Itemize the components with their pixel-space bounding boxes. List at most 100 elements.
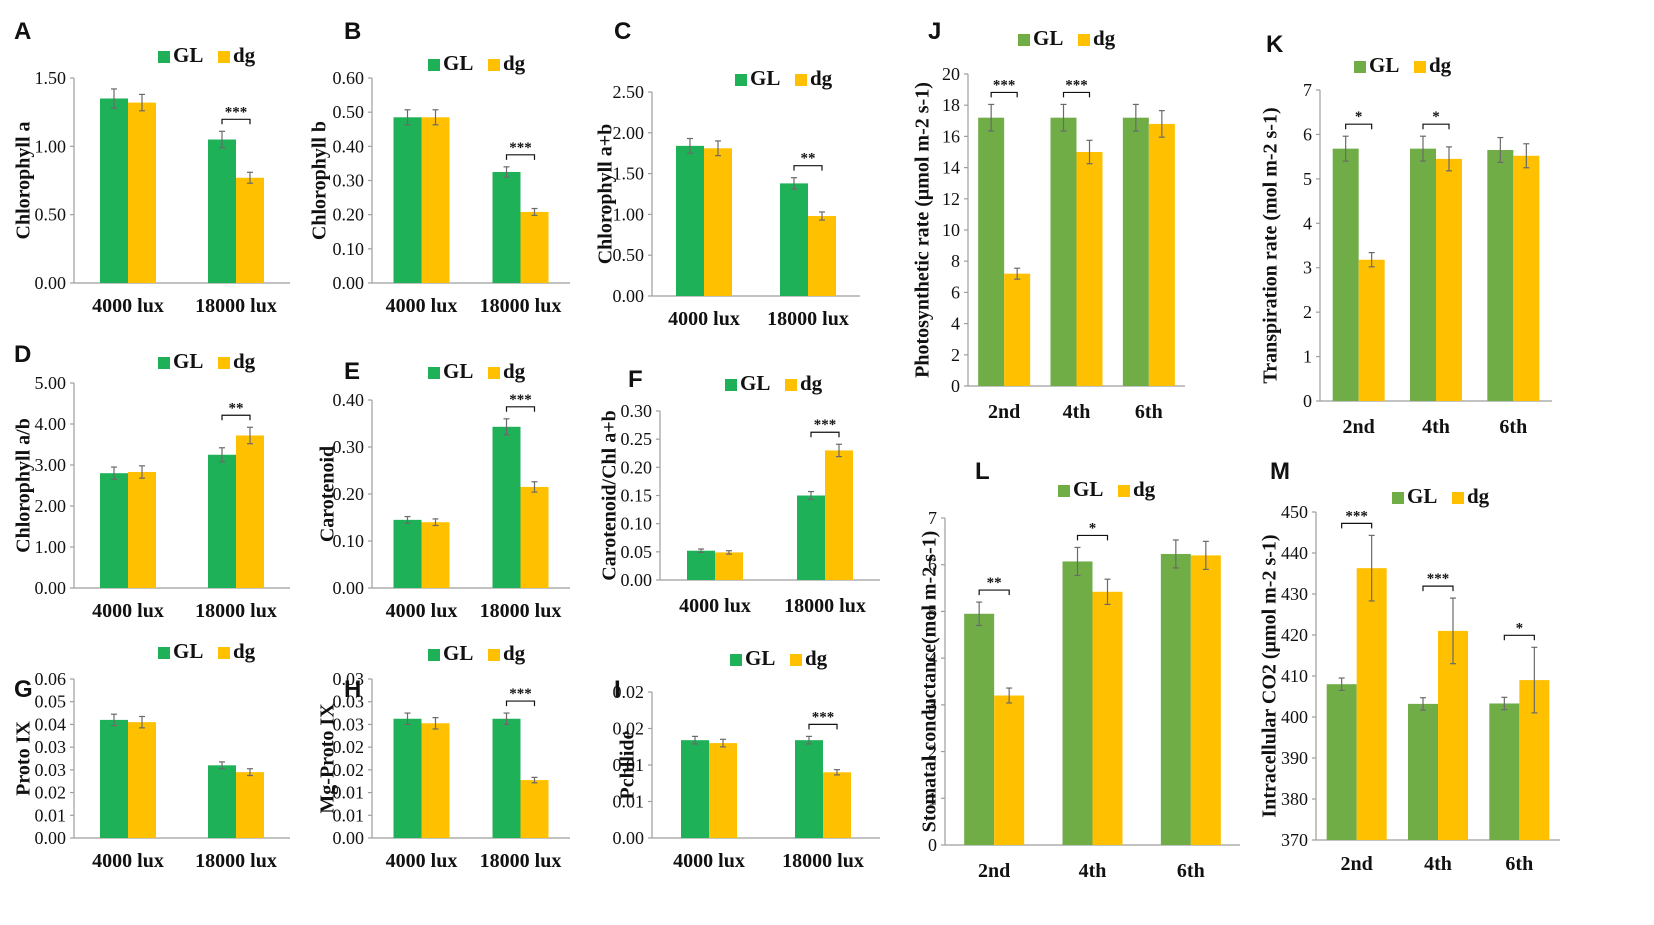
bar-gl: [100, 719, 128, 838]
legend-label-gl: GL: [173, 43, 203, 67]
legend-label-gl: GL: [443, 641, 473, 665]
significance-bracket: [505, 406, 536, 412]
bar-gl: [1160, 553, 1191, 845]
y-tick-label: 0.01: [613, 792, 645, 812]
y-tick-label: 0.01: [35, 805, 67, 825]
bar-gl: [208, 139, 236, 283]
bar-gl: [1487, 149, 1514, 401]
y-tick-label: 410: [1281, 666, 1308, 686]
x-category-label: 4th: [1422, 416, 1450, 438]
y-tick-label: 0.40: [333, 136, 365, 156]
y-axis-title: Mg-Proto IX: [317, 703, 339, 814]
bar-gl: [1050, 117, 1077, 387]
bar-dg: [1004, 273, 1031, 386]
legend-swatch-gl: [1354, 61, 1366, 73]
significance-mark: ***: [509, 392, 532, 408]
y-tick-label: 3.00: [35, 455, 67, 475]
bar-gl: [676, 145, 704, 296]
y-tick-label: 450: [1281, 502, 1308, 522]
y-tick-label: 0.30: [333, 171, 365, 191]
significance-bracket: [1422, 585, 1454, 592]
y-tick-label: 8: [951, 251, 960, 271]
y-tick-label: 420: [1281, 625, 1308, 645]
legend-swatch-dg: [488, 367, 500, 379]
legend-label-dg: dg: [1429, 53, 1452, 77]
bar-dg: [236, 177, 264, 283]
y-axis-title: Chlorophyll b: [309, 121, 331, 240]
legend: GL dg: [730, 646, 828, 670]
significance-bracket: [221, 118, 251, 125]
y-tick-label: 0.00: [35, 273, 67, 293]
bar-gl: [1122, 117, 1149, 387]
y-tick-label: 390: [1281, 748, 1308, 768]
x-category-label: 6th: [1505, 853, 1533, 875]
y-tick-label: 0.03: [35, 760, 67, 780]
y-tick-label: 0.03: [333, 714, 365, 734]
bar-gl: [797, 495, 825, 580]
x-category-label: 4th: [1079, 860, 1107, 882]
bar-dg: [1190, 555, 1221, 845]
significance-mark: ***: [509, 686, 532, 702]
legend-swatch-gl: [730, 654, 742, 666]
significance-bracket: [1341, 522, 1373, 529]
legend-swatch-gl: [1058, 485, 1070, 497]
y-tick-label: 0.04: [35, 714, 67, 734]
y-tick-label: 2: [951, 345, 960, 365]
y-tick-label: 2: [928, 742, 937, 762]
bar-dg: [1436, 158, 1462, 401]
bar-gl: [1326, 684, 1357, 840]
legend-label-dg: dg: [1133, 477, 1156, 501]
legend-label-gl: GL: [443, 359, 473, 383]
bar-dg: [1356, 568, 1387, 840]
bar-gl: [208, 454, 236, 588]
legend-swatch-gl: [428, 649, 440, 661]
y-tick-label: 0.00: [333, 273, 365, 293]
legend-swatch-gl: [725, 379, 737, 391]
y-tick-label: 0.20: [333, 484, 365, 504]
significance-bracket: [810, 431, 840, 438]
panel-label: M: [1270, 458, 1290, 485]
bar-gl: [100, 98, 128, 283]
y-tick-label: 0.02: [333, 760, 365, 780]
bar-dg: [520, 211, 549, 283]
legend-label-gl: GL: [443, 51, 473, 75]
y-axis-title: Chlorophyll a: [13, 122, 35, 240]
legend-label-gl: GL: [745, 646, 775, 670]
significance-bracket: [221, 414, 251, 421]
legend-label-gl: GL: [1073, 477, 1103, 501]
panel-label: F: [628, 366, 643, 393]
x-category-label: 4000 lux: [386, 600, 458, 622]
bar-dg: [421, 117, 450, 284]
x-category-label: 4th: [1063, 401, 1091, 423]
y-tick-label: 0.00: [333, 578, 365, 598]
y-tick-label: 0.00: [613, 828, 645, 848]
y-tick-label: 440: [1281, 543, 1308, 563]
panel-h: HGL dg0.000.010.010.020.020.030.030.03Mg-…: [317, 641, 570, 872]
y-axis-title: Proto IX: [13, 721, 35, 796]
legend: GL dg: [1392, 484, 1490, 508]
bar-dg: [825, 450, 853, 580]
panel-l: L GL dg 0 1 2 3 4 5 6 7 Stomatal conductance(mol m-…: [919, 458, 1240, 882]
y-tick-label: 0.00: [35, 578, 67, 598]
legend-swatch-dg: [790, 654, 802, 666]
y-tick-label: 2.00: [613, 123, 645, 143]
significance-bracket: [1503, 634, 1535, 641]
x-category-label: 4000 lux: [673, 850, 745, 872]
y-tick-label: 1.00: [613, 204, 645, 224]
y-tick-label: 16: [942, 126, 960, 146]
x-category-label: 2nd: [988, 401, 1020, 423]
legend-label-gl: GL: [740, 371, 770, 395]
legend-swatch-dg: [218, 51, 230, 63]
y-tick-label: 1: [928, 788, 937, 808]
y-tick-label: 6: [951, 282, 960, 302]
bar-dg: [520, 486, 549, 588]
legend-swatch-dg: [785, 379, 797, 391]
y-tick-label: 0.03: [333, 692, 365, 712]
bar-gl: [492, 718, 521, 838]
panel-label: J: [928, 18, 941, 45]
panel-label: L: [975, 458, 990, 485]
legend: GL dg: [428, 359, 526, 383]
legend-label-dg: dg: [800, 371, 823, 395]
bar-dg: [823, 772, 851, 838]
